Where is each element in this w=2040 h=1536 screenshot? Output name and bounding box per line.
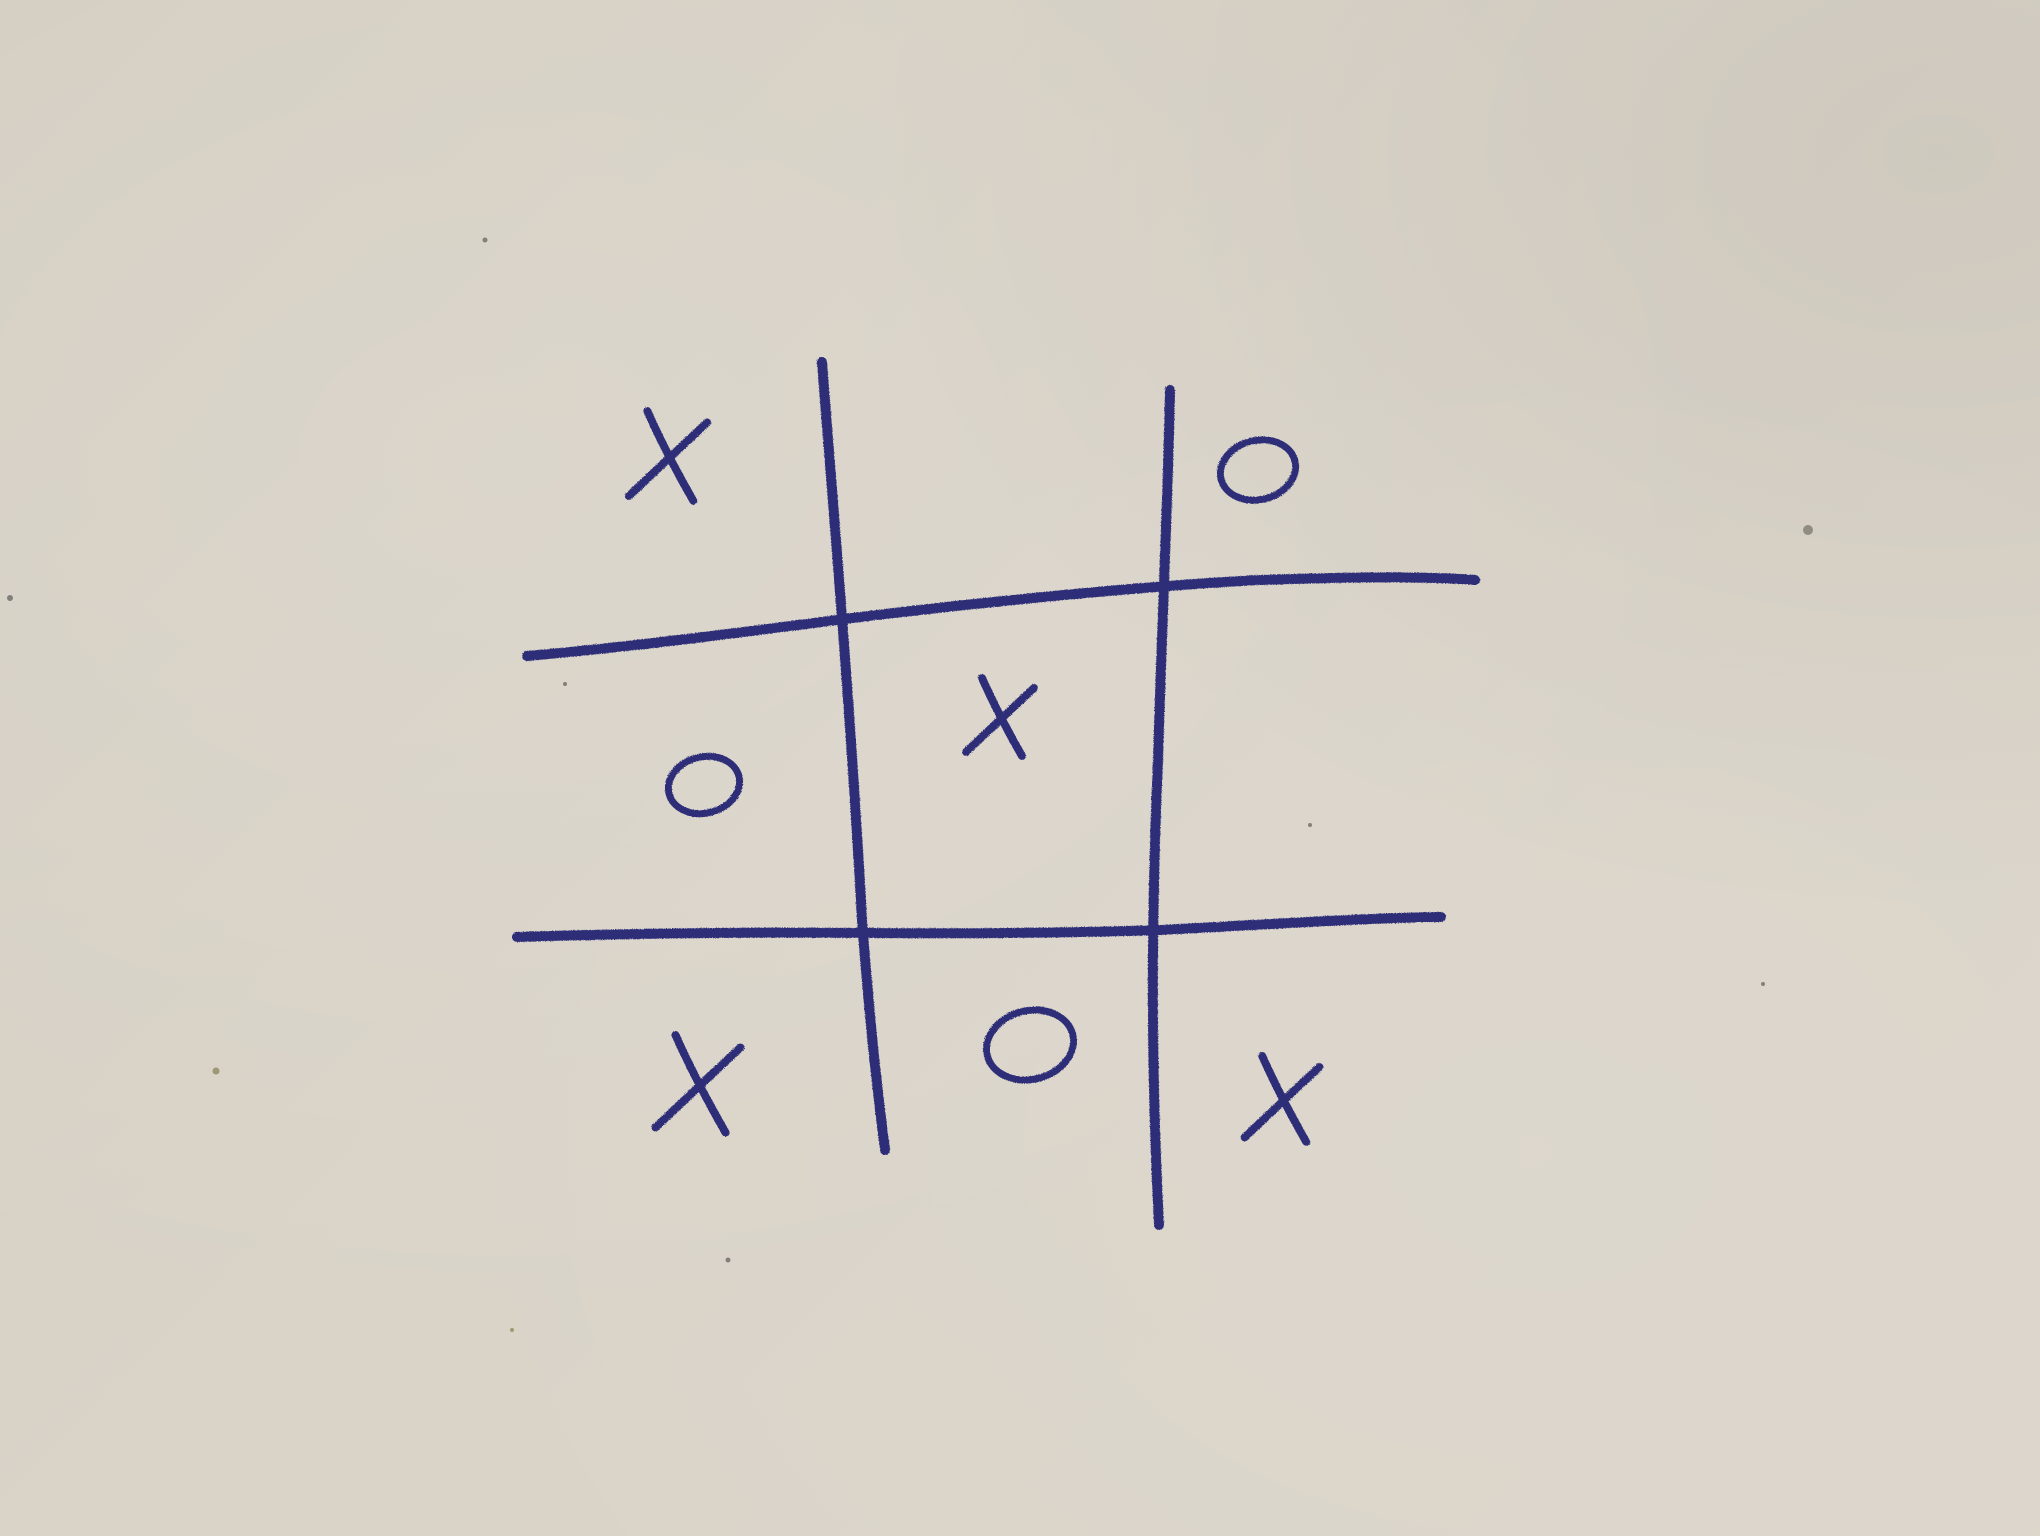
x-mark [962,674,1038,760]
x-mark [651,1031,745,1137]
cell-hit-area[interactable] [1138,360,1378,580]
o-mark [664,752,744,818]
cell-r3-c2[interactable] [910,935,1150,1155]
o-mark [983,1006,1077,1084]
cell-r1-c1[interactable] [548,347,788,567]
cell-hit-area[interactable] [584,675,824,895]
o-mark [1216,436,1300,504]
paper-specks [7,237,1813,1332]
grid-line-horizontal-top [522,572,1480,661]
cell-r3-c1[interactable] [578,975,818,1195]
cell-hit-area[interactable] [910,935,1150,1155]
cell-r1-c2[interactable] [880,330,1120,550]
grid-line-vertical-left [817,357,890,1155]
grid-line-vertical-right [1147,385,1175,1230]
cell-r2-c1[interactable] [584,675,824,895]
x-mark [1240,1052,1324,1146]
board-grid [512,357,1480,1230]
cell-hit-area[interactable] [1180,650,1420,870]
cell-hit-area[interactable] [880,330,1120,550]
x-mark [624,407,712,505]
cell-r3-c3[interactable] [1162,990,1402,1210]
board-cells [548,330,1420,1210]
cell-r2-c3[interactable] [1180,650,1420,870]
cell-r2-c2[interactable] [880,608,1120,828]
cell-r1-c3[interactable] [1138,360,1378,580]
grid-line-horizontal-bottom [512,912,1446,942]
